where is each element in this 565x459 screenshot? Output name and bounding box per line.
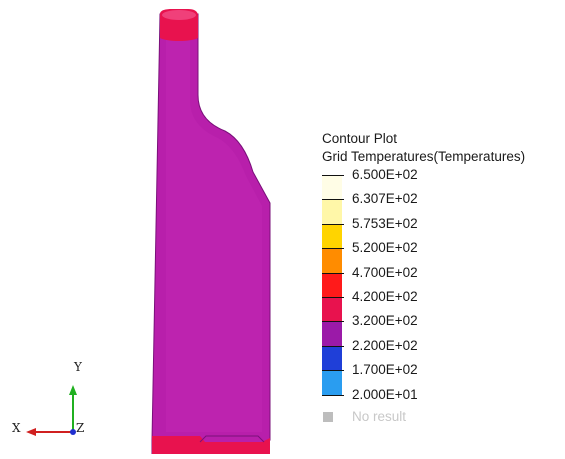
- legend-level-label: 1.700E+02: [352, 362, 418, 378]
- legend-level-label: 6.500E+02: [352, 167, 418, 182]
- legend-tick: [322, 345, 344, 347]
- triad-graphic: [26, 385, 77, 436]
- legend-swatch: [322, 370, 342, 395]
- legend-swatch: [322, 175, 342, 200]
- legend-level-label: 2.200E+02: [352, 337, 418, 353]
- legend-level-label: 5.753E+02: [352, 215, 418, 231]
- legend-level-label: 2.000E+01: [352, 386, 418, 402]
- legend-tick: [322, 321, 344, 323]
- part-bottom-groove: [199, 435, 265, 443]
- z-axis-label: Z: [76, 421, 85, 435]
- legend-title: Contour Plot: [322, 131, 398, 146]
- legend-tick: [322, 297, 344, 298]
- legend-swatch: [322, 223, 342, 249]
- y-axis-label: Y: [74, 360, 82, 374]
- legend-tick: [322, 248, 344, 250]
- x-axis-arrow: [26, 428, 36, 436]
- legend-subtitle: Grid Temperatures(Temperatures): [322, 149, 526, 164]
- x-axis-label: X: [12, 421, 21, 435]
- legend-swatch: [322, 297, 342, 322]
- legend-tick: [322, 272, 344, 274]
- legend-tick: [322, 394, 344, 396]
- legend-swatch: [322, 321, 342, 346]
- y-axis-arrow: [69, 385, 77, 395]
- legend-level-label: 3.200E+02: [352, 313, 418, 329]
- legend-swatch: [322, 248, 342, 273]
- part-bottom-band: [152, 436, 270, 454]
- legend-level-label: 6.307E+02: [352, 191, 418, 207]
- no-result-swatch: [323, 411, 333, 422]
- contour-legend: Contour Plot Grid Temperatures(Temperatu…: [322, 130, 562, 455]
- part-highlight: [166, 40, 262, 432]
- legend-level-label: 5.200E+02: [352, 240, 418, 256]
- legend-swatch: [322, 272, 342, 297]
- legend-level-label: 4.700E+02: [352, 264, 418, 280]
- axis-triad: Y X Z: [0, 355, 110, 454]
- legend-scale: 6.500E+02 6.307E+02 5.753E+02 5.200E+02 4.70…: [322, 167, 562, 455]
- legend-swatch: [322, 345, 342, 371]
- legend-tick: [322, 370, 344, 372]
- legend-tick: [322, 223, 344, 225]
- part-top-face: [162, 10, 196, 20]
- part-body: [151, 13, 271, 454]
- z-axis-dot: [70, 429, 76, 435]
- legend-swatch: [322, 199, 342, 224]
- legend-tick: [322, 175, 344, 176]
- legend-tick: [322, 199, 344, 201]
- legend-level-label: 4.200E+02: [352, 289, 418, 304]
- no-result-label: No result: [352, 408, 407, 424]
